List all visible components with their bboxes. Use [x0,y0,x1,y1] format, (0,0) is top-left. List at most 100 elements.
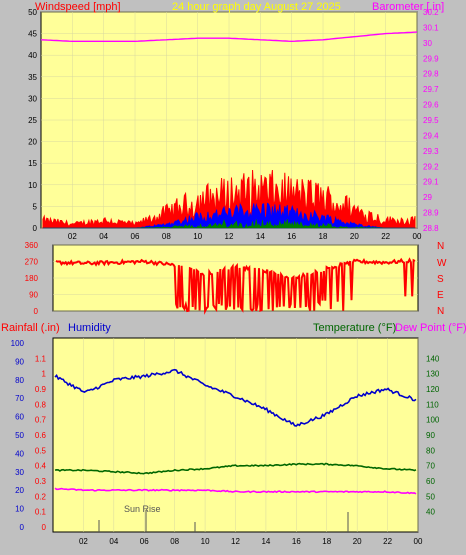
barometer-label: Barometer [.in] [372,1,444,13]
barometer-series [40,31,418,43]
wind-low-series [43,218,415,229]
barometer-tick-label: 29.7 [423,85,439,94]
climate-hour-label: 06 [140,537,149,546]
temperature-tick-label: 120 [426,385,440,394]
direction-tick-label: 90 [29,291,38,300]
rain-tick-label: 0.9 [35,385,47,394]
humidity-tick-label: 20 [15,486,24,495]
humidity-tick-label: 100 [11,339,25,348]
temperature-tick-label: 90 [426,431,435,440]
wind-hour-label: 14 [256,232,265,241]
wind-hour-label: 04 [99,232,108,241]
humidity-tick-label: 80 [15,376,24,385]
rain-tick-label: 0 [42,523,47,532]
rain-tick-label: 0.1 [35,508,47,517]
rain-tick-label: 0.5 [35,446,47,455]
windspeed-label: Windspeed [mph] [35,1,121,13]
climate-hour-label: 18 [322,537,331,546]
climate-hour-label: 04 [109,537,118,546]
temperature-tick-label: 60 [426,477,435,486]
barometer-tick-label: 30 [423,39,432,48]
barometer-tick-label: 29.1 [423,178,439,187]
humidity-label: Humidity [68,322,111,334]
compass-label: N [437,306,444,317]
temperature-series [54,462,417,475]
climate-hour-label: 16 [292,537,301,546]
wind-hour-label: 16 [287,232,296,241]
barometer-tick-label: 28.9 [423,209,439,218]
wind-hour-label: 10 [193,232,202,241]
rain-tick-label: 0.8 [35,400,47,409]
direction-tick-label: 270 [25,258,39,267]
humidity-tick-label: 0 [20,523,25,532]
sunrise-label: Sun Rise [124,504,161,514]
wind-tick-label: 15 [28,159,37,168]
climate-hour-label: 00 [414,537,423,546]
chart-title: 24 hour graph day August 27 2025 [172,1,341,13]
wind-tick-label: 0 [33,224,38,233]
wind-hour-label: 12 [225,232,234,241]
wind-hour-label: 00 [413,232,422,241]
temperature-tick-label: 110 [426,400,439,409]
humidity-tick-label: 10 [15,505,24,514]
barometer-tick-label: 29.4 [423,131,439,140]
barometer-tick-label: 29 [423,193,432,202]
wind-tick-label: 45 [28,30,37,39]
climate-hour-label: 14 [261,537,270,546]
direction-tick-label: 180 [25,274,39,283]
climate-hour-label: 02 [79,537,88,546]
humidity-tick-label: 40 [15,449,24,458]
wind-tick-label: 30 [28,94,37,103]
compass-label: W [437,258,447,269]
compass-label: S [437,274,444,285]
temperature-tick-label: 140 [426,354,440,363]
climate-hour-label: 08 [170,537,179,546]
rain-tick-label: 0.4 [35,462,47,471]
direction-tick-label: 0 [34,307,39,316]
rainfall-label: Rainfall (.in) [1,322,60,334]
barometer-tick-label: 30.2 [423,8,439,17]
dewpoint-series [54,487,417,495]
wind-tick-label: 10 [28,181,37,190]
wind-hour-label: 06 [131,232,140,241]
wind-hour-label: 20 [350,232,359,241]
climate-hour-label: 20 [353,537,362,546]
temperature-tick-label: 100 [426,416,440,425]
temperature-label: Temperature (°F) [313,322,396,334]
wind-tick-label: 20 [28,138,37,147]
dewpoint-label: Dew Point (°F) [395,322,466,334]
wind-tick-label: 50 [28,8,37,17]
temperature-tick-label: 70 [426,462,435,471]
humidity-tick-label: 60 [15,413,24,422]
barometer-tick-label: 29.3 [423,147,439,156]
wind-tick-label: 25 [28,116,37,125]
climate-hour-label: 12 [231,537,240,546]
temperature-tick-label: 50 [426,492,435,501]
barometer-tick-label: 29.5 [423,116,439,125]
wind-tick-label: 40 [28,51,37,60]
wind-hour-label: 08 [162,232,171,241]
humidity-tick-label: 70 [15,394,24,403]
compass-label: E [437,290,444,301]
wind-hour-label: 02 [68,232,77,241]
rain-tick-label: 0.3 [35,477,47,486]
humidity-series [54,368,417,427]
barometer-tick-label: 29.8 [423,70,439,79]
climate-hour-label: 10 [201,537,210,546]
humidity-tick-label: 90 [15,357,24,366]
barometer-tick-label: 29.6 [423,101,439,110]
barometer-tick-label: 28.8 [423,224,439,233]
rain-tick-label: 1.1 [35,354,47,363]
barometer-tick-label: 29.2 [423,162,439,171]
rain-tick-label: 0.7 [35,416,47,425]
wind-hour-label: 22 [381,232,390,241]
barometer-tick-label: 30.1 [423,23,439,32]
wind-hour-label: 18 [319,232,328,241]
direction-series [55,257,416,315]
temperature-tick-label: 130 [426,370,440,379]
rain-tick-label: 1 [42,370,47,379]
temperature-tick-label: 80 [426,446,435,455]
climate-hour-label: 22 [383,537,392,546]
